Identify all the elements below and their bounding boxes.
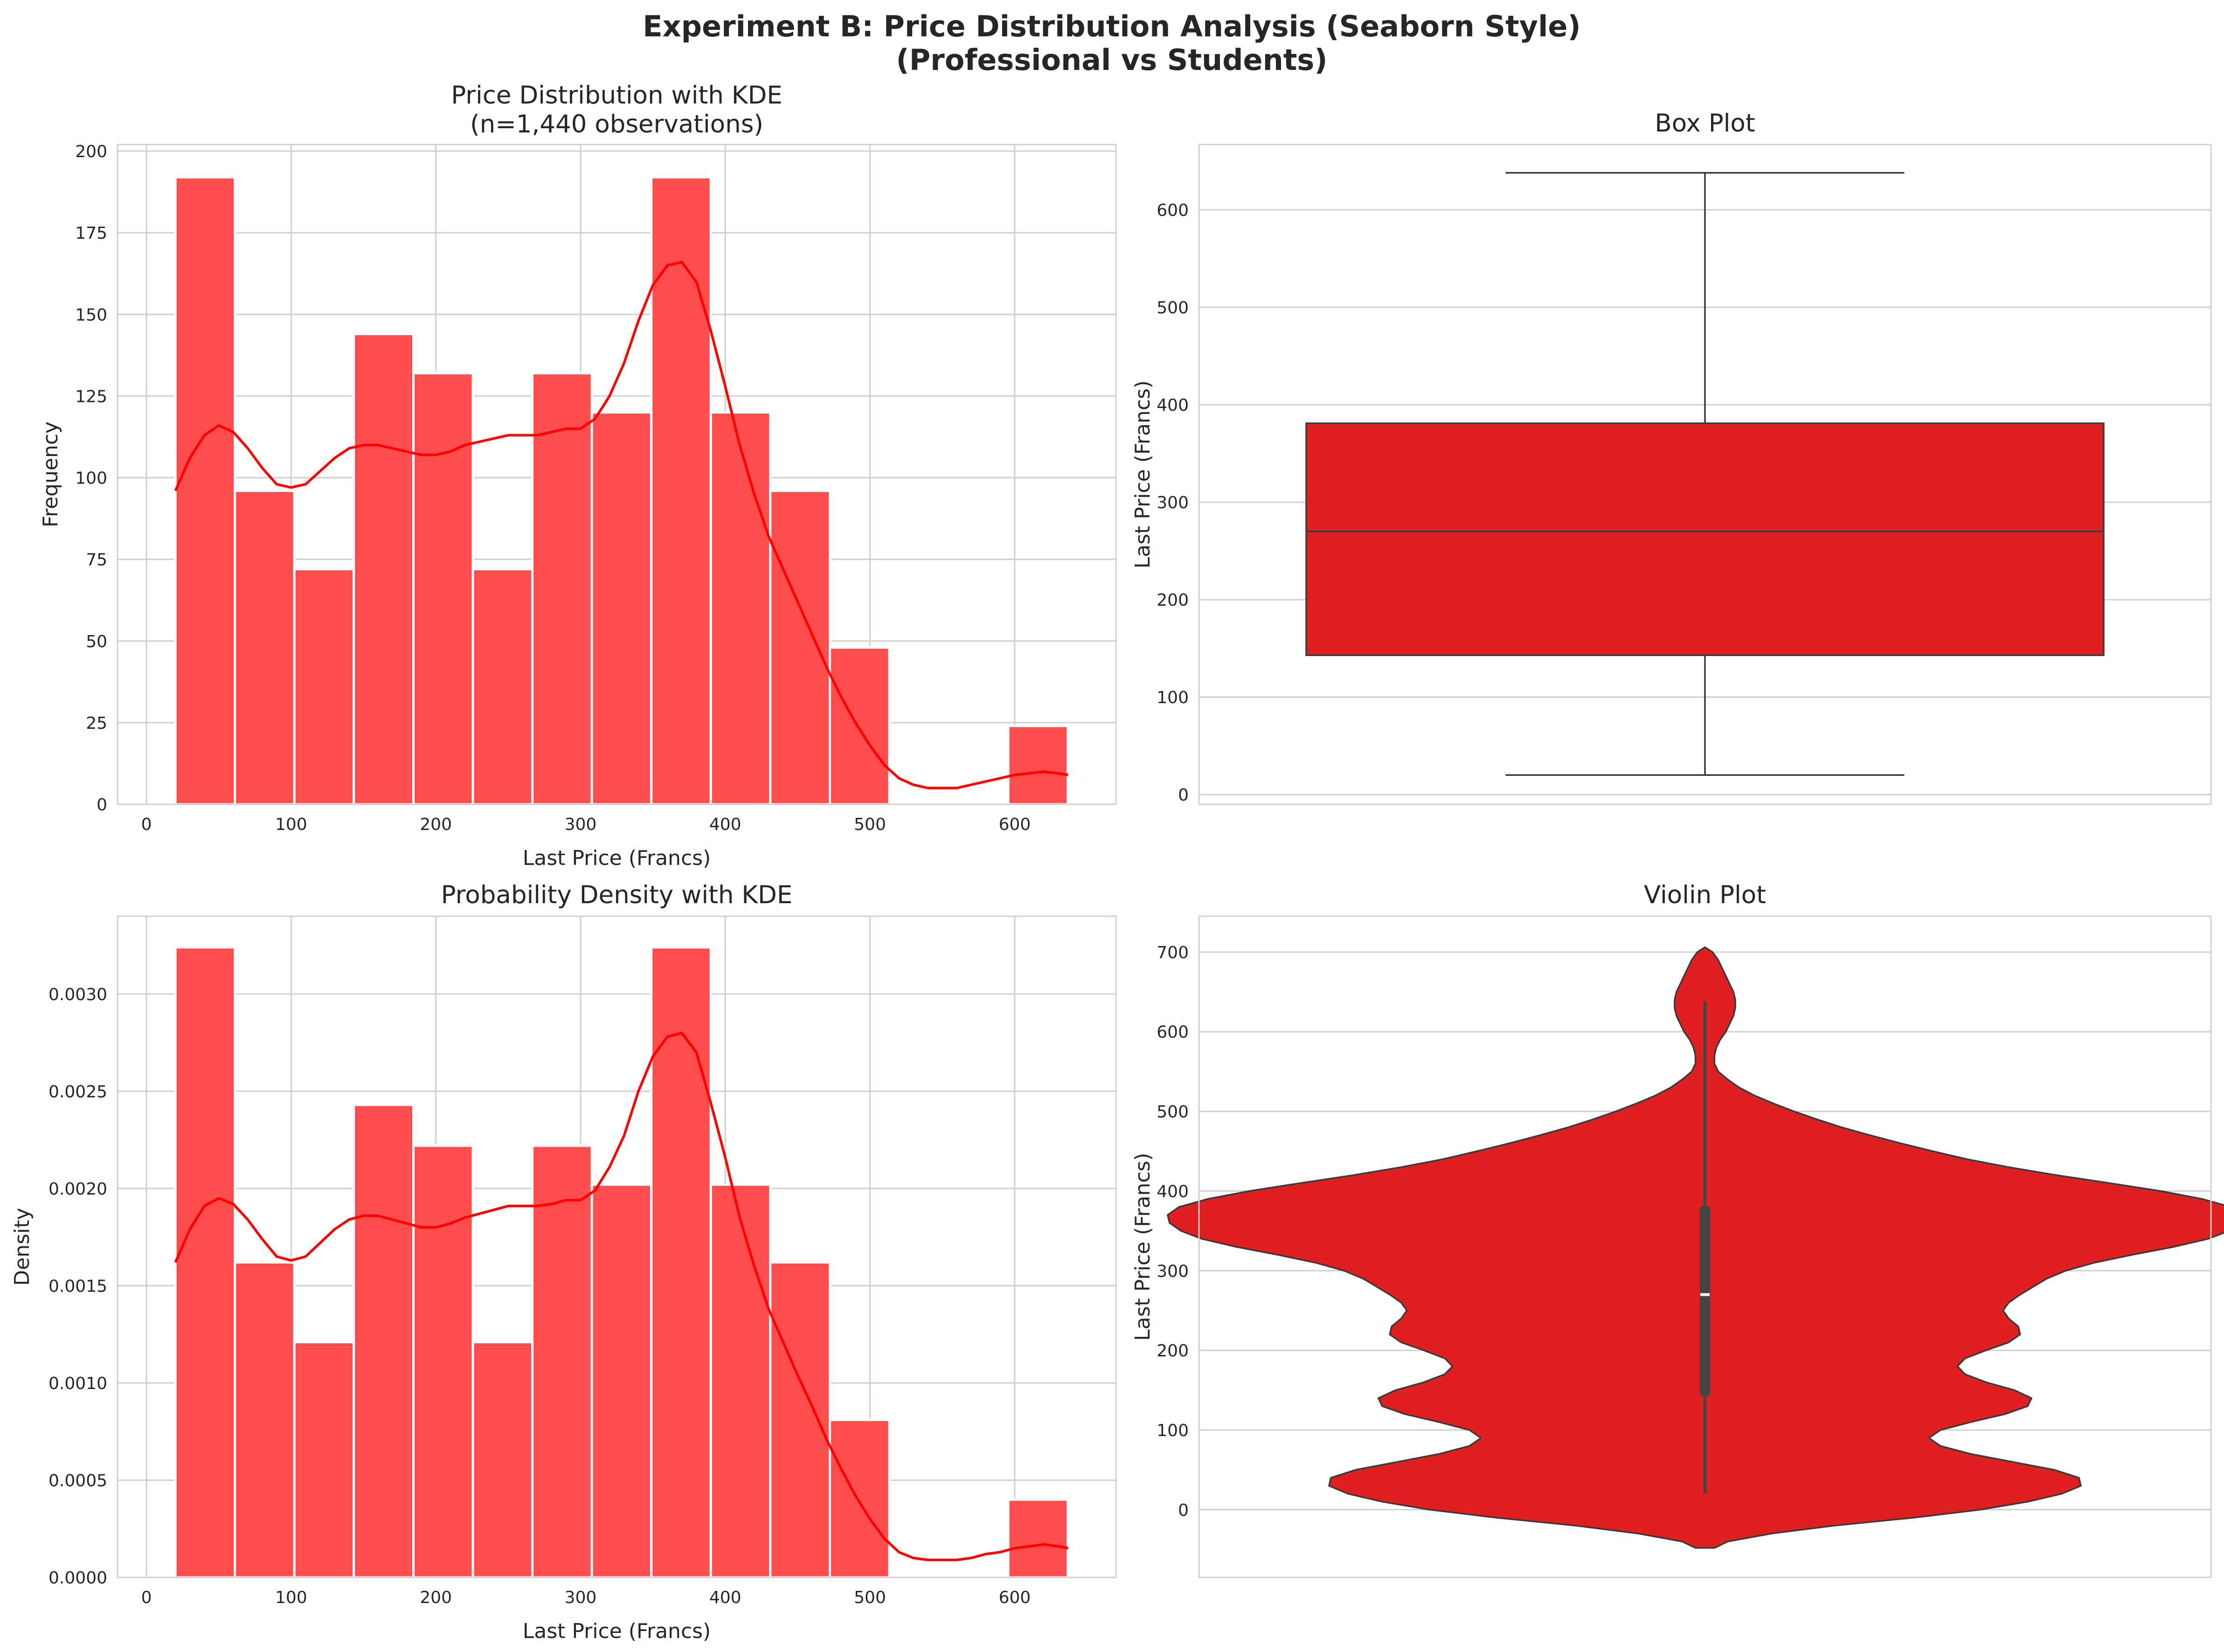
x-tick-label: 0 xyxy=(141,815,152,834)
histogram-bar xyxy=(293,568,355,806)
x-tick-label: 600 xyxy=(998,1588,1031,1607)
box-iqr xyxy=(1305,422,2105,656)
y-tick-label: 0.0030 xyxy=(48,985,107,1004)
y-tick-label: 200 xyxy=(1157,1341,1189,1361)
histogram-bar xyxy=(829,646,891,806)
y-tick-label: 50 xyxy=(86,632,107,651)
histogram-bar xyxy=(829,1418,891,1579)
x-tick-label: 300 xyxy=(565,815,597,834)
chart-title: Probability Density with KDE xyxy=(441,881,793,909)
x-tick-label: 400 xyxy=(709,1588,741,1607)
y-tick-label: 125 xyxy=(75,387,107,406)
histogram-bar xyxy=(1007,725,1069,806)
histogram-bar xyxy=(531,372,593,806)
violin-body xyxy=(1167,946,2224,1549)
axes-frame-hist_freq xyxy=(117,144,1117,805)
histogram-bar xyxy=(174,946,236,1579)
histogram-bar xyxy=(412,1144,474,1579)
y-tick-label: 100 xyxy=(1157,1421,1189,1440)
histogram-bar xyxy=(471,1341,534,1579)
kde-line xyxy=(174,261,1069,789)
y-tick-label: 100 xyxy=(1157,688,1189,707)
histogram-bar xyxy=(769,1261,831,1579)
x-axis-label: Last Price (Francs) xyxy=(523,1619,711,1643)
histogram-bar xyxy=(590,1183,653,1579)
x-tick-label: 600 xyxy=(998,815,1031,834)
violin-plot-panel: 0 100 200 300 400 500 600 700 Last Price (Francs… xyxy=(1131,881,2224,1578)
y-tick-label: 500 xyxy=(1157,298,1189,318)
y-tick-label: 400 xyxy=(1157,396,1189,415)
y-tick-label: 0.0020 xyxy=(48,1180,107,1199)
histogram-bar xyxy=(769,490,831,806)
y-tick-label: 0.0000 xyxy=(48,1569,107,1588)
x-tick-label: 100 xyxy=(275,815,307,834)
histogram-bar xyxy=(234,1261,296,1579)
x-tick-label: 500 xyxy=(854,815,886,834)
y-axis-label: Frequency xyxy=(39,422,62,527)
y-tick-label: 700 xyxy=(1157,943,1189,962)
x-tick-label: 0 xyxy=(141,1588,152,1607)
axes-frame-hist_density xyxy=(117,915,1117,1578)
chart-title: Violin Plot xyxy=(1644,881,1766,909)
y-tick-label: 0.0015 xyxy=(48,1277,107,1296)
histogram-bar xyxy=(709,1183,772,1579)
y-tick-label: 0 xyxy=(97,795,107,815)
y-tick-label: 200 xyxy=(75,142,107,161)
violin-inner-box xyxy=(1700,1206,1710,1396)
y-tick-label: 0.0025 xyxy=(48,1082,107,1101)
histogram-bar xyxy=(709,411,772,806)
figure-title-line2: (Professional vs Students) xyxy=(896,43,1327,77)
histogram-bar xyxy=(531,1144,593,1579)
figure-title-line1: Experiment B: Price Distribution Analysi… xyxy=(643,9,1581,43)
y-tick-label: 300 xyxy=(1157,493,1189,512)
axes-frame-violin xyxy=(1198,915,2212,1578)
x-axis-label: Last Price (Francs) xyxy=(523,846,711,870)
y-tick-label: 600 xyxy=(1157,201,1189,220)
histogram-bar xyxy=(1007,1498,1069,1579)
histogram-bar xyxy=(471,568,534,806)
y-tick-label: 0 xyxy=(1178,786,1189,805)
histogram-density-panel: 0 100 200 300 400 500 600 0.0000 0.0005 0.0010 0.0… xyxy=(10,881,1117,1643)
chart-title: Price Distribution with KDE xyxy=(451,81,783,110)
y-tick-label: 75 xyxy=(86,551,107,570)
x-tick-label: 200 xyxy=(420,1588,452,1607)
histogram-bar xyxy=(353,332,415,806)
histogram-bar xyxy=(412,372,474,806)
x-tick-label: 100 xyxy=(275,1588,307,1607)
y-axis-label: Last Price (Francs) xyxy=(1131,1153,1155,1341)
y-axis-label: Density xyxy=(10,1208,34,1286)
histogram-bar xyxy=(174,176,236,806)
box-plot-panel: 0 100 200 300 400 500 600 Last Price (Francs) Bo… xyxy=(1131,109,2212,805)
y-tick-label: 0.0005 xyxy=(48,1471,107,1490)
x-tick-label: 300 xyxy=(565,1588,597,1607)
y-tick-label: 500 xyxy=(1157,1103,1189,1122)
histogram-bar xyxy=(650,176,712,806)
histogram-bar xyxy=(293,1341,355,1579)
chart-title: Box Plot xyxy=(1655,109,1755,138)
y-tick-label: 300 xyxy=(1157,1262,1189,1281)
y-tick-label: 175 xyxy=(75,224,107,243)
y-tick-label: 600 xyxy=(1157,1023,1189,1042)
y-tick-label: 0 xyxy=(1178,1501,1189,1520)
x-tick-label: 400 xyxy=(709,815,741,834)
y-tick-label: 200 xyxy=(1157,591,1189,610)
x-tick-label: 500 xyxy=(854,1588,886,1607)
histogram-bar xyxy=(650,946,712,1579)
y-tick-label: 25 xyxy=(86,714,107,733)
histogram-bar xyxy=(590,411,653,806)
y-tick-label: 400 xyxy=(1157,1182,1189,1201)
chart-subtitle: (n=1,440 observations) xyxy=(470,110,763,138)
y-tick-label: 100 xyxy=(75,469,107,488)
axes-frame-boxplot xyxy=(1198,144,2212,805)
kde-line xyxy=(174,1031,1069,1562)
y-tick-label: 150 xyxy=(75,305,107,325)
y-tick-label: 0.0010 xyxy=(48,1374,107,1393)
histogram-bar xyxy=(234,490,296,806)
histogram-frequency-panel: 0 100 200 300 400 500 600 0 25 50 75 100 125 150 175 20… xyxy=(39,81,1117,870)
histogram-bar xyxy=(353,1104,415,1579)
x-tick-label: 200 xyxy=(420,815,452,834)
y-axis-label: Last Price (Francs) xyxy=(1131,380,1155,568)
